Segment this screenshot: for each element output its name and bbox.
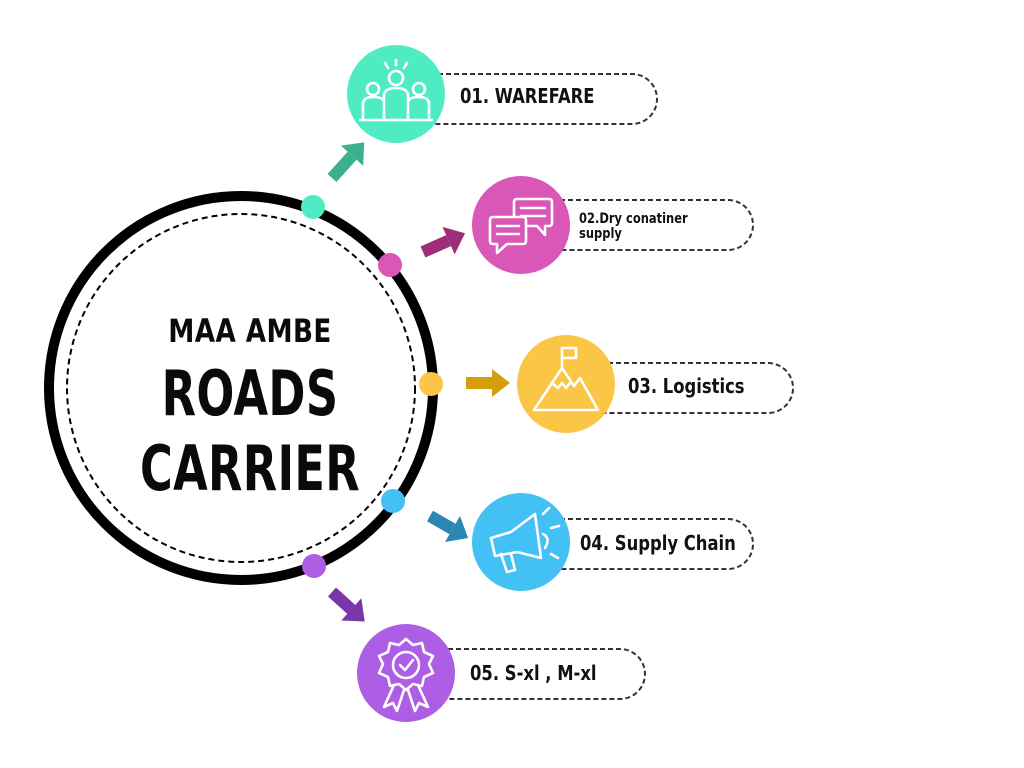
chat-bubbles-icon xyxy=(488,197,554,255)
center-ring-dashed xyxy=(66,213,416,563)
mountain-flag-icon xyxy=(532,346,600,412)
arrow-4 xyxy=(427,510,469,542)
ring-dot-2 xyxy=(378,253,402,277)
item-circle-1 xyxy=(347,45,445,143)
item-label-5: 05. S-xl , M-xl xyxy=(470,661,597,685)
arrow-2 xyxy=(420,226,466,258)
item-circle-5 xyxy=(357,624,455,722)
megaphone-icon xyxy=(489,506,561,574)
company-name-line3: CARRIER xyxy=(139,432,361,505)
company-name-line1: MAA AMBE xyxy=(168,312,332,350)
company-name-line2: ROADS xyxy=(161,357,339,430)
pill-1 xyxy=(430,73,658,125)
ring-dot-1 xyxy=(301,195,325,219)
item-label-4: 04. Supply Chain xyxy=(580,531,736,555)
item-label-2-line1: 02.Dry conatiner xyxy=(579,211,688,227)
people-group-icon xyxy=(358,58,434,122)
ring-dot-5 xyxy=(302,554,326,578)
item-label-2-line2: supply xyxy=(579,226,622,242)
item-label-2: 02.Dry conatiner supply xyxy=(579,212,688,242)
item-label-1: 01. WAREFARE xyxy=(460,84,595,108)
ring-dot-3 xyxy=(419,372,443,396)
award-badge-icon xyxy=(377,637,435,713)
item-circle-4 xyxy=(472,493,570,591)
arrow-3 xyxy=(466,369,510,397)
ring-dot-4 xyxy=(381,489,405,513)
pill-5 xyxy=(440,648,646,700)
arrow-1 xyxy=(327,142,365,183)
item-label-3: 03. Logistics xyxy=(628,374,745,398)
arrow-5 xyxy=(327,587,365,622)
item-circle-3 xyxy=(517,335,615,433)
